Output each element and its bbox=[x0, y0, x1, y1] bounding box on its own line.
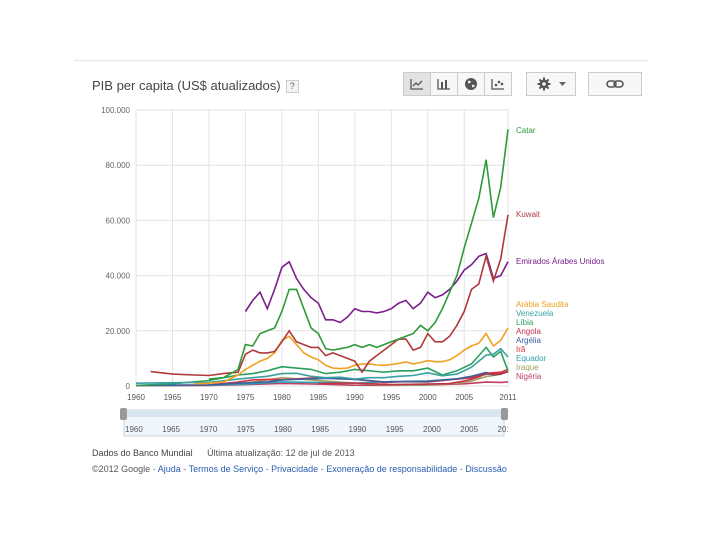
timeline-tick-label: 1970 bbox=[200, 425, 218, 434]
series-label: Irã bbox=[516, 345, 526, 354]
top-divider bbox=[74, 60, 648, 61]
timeline-tick-label: 2000 bbox=[423, 425, 441, 434]
help-link[interactable]: Ajuda bbox=[157, 464, 181, 474]
y-tick-label: 20.000 bbox=[106, 327, 131, 336]
timeline-ticks: 1960 1965 1970 1975 1980 1985 1990 1995 2000 2005… bbox=[125, 425, 508, 434]
series-label: Kuwait bbox=[516, 210, 541, 219]
x-tick-label: 1975 bbox=[237, 393, 255, 402]
settings-button[interactable] bbox=[526, 72, 576, 96]
series-line bbox=[208, 129, 509, 380]
x-tick-label: 2011 bbox=[499, 393, 517, 402]
terms-link[interactable]: Termos de Serviço bbox=[188, 464, 264, 474]
timeline-tick-label: 1990 bbox=[349, 425, 367, 434]
series-label: Equador bbox=[516, 354, 547, 363]
timeline-tick-label: 1980 bbox=[274, 425, 292, 434]
y-tick-label: 100.000 bbox=[101, 106, 130, 115]
timeline-tick-label: 1975 bbox=[237, 425, 255, 434]
series-label: Iraque bbox=[516, 363, 539, 372]
x-tick-label: 1970 bbox=[200, 393, 218, 402]
x-tick-label: 1985 bbox=[309, 393, 327, 402]
plot-area bbox=[135, 109, 509, 387]
map-icon[interactable] bbox=[457, 72, 485, 96]
series-line bbox=[194, 327, 509, 385]
series-label: Angola bbox=[516, 327, 541, 336]
chart-title-area: PIB per capita (US$ atualizados)? bbox=[92, 78, 299, 94]
y-tick-label: 80.000 bbox=[106, 161, 131, 170]
series-line bbox=[135, 346, 509, 387]
x-tick-label: 1980 bbox=[273, 393, 291, 402]
series-line bbox=[150, 214, 509, 377]
range-handle-right[interactable] bbox=[501, 408, 508, 420]
privacy-link[interactable]: Privacidade bbox=[271, 464, 319, 474]
x-tick-label: 1965 bbox=[164, 393, 182, 402]
disclaimer-link[interactable]: Exoneração de responsabilidade bbox=[326, 464, 458, 474]
y-tick-label: 40.000 bbox=[106, 272, 131, 281]
copyright: ©2012 Google bbox=[92, 464, 151, 474]
series-label: Líbia bbox=[516, 318, 534, 327]
range-handle-left[interactable] bbox=[120, 408, 127, 420]
series-label: Nigéria bbox=[516, 372, 542, 381]
time-range-slider[interactable]: 1960 1965 1970 1975 1980 1985 1990 1995 2000 2005… bbox=[120, 408, 508, 438]
last-updated: Última atualização: 12 de jul de 2013 bbox=[207, 448, 355, 458]
chart-grid bbox=[135, 109, 509, 387]
x-tick-label: 1995 bbox=[382, 393, 400, 402]
series-line bbox=[135, 347, 509, 384]
timeline-tick-label: 1965 bbox=[162, 425, 180, 434]
gear-icon bbox=[537, 77, 550, 91]
chevron-down-icon bbox=[558, 81, 566, 86]
link-button[interactable] bbox=[588, 72, 642, 96]
timeline-tick-label: 1995 bbox=[386, 425, 404, 434]
series-label: Argélia bbox=[516, 336, 541, 345]
y-tick-label: 60.000 bbox=[106, 216, 131, 225]
timeline-tick-label: 2005 bbox=[460, 425, 478, 434]
series-label: Emirados Árabes Unidos bbox=[516, 257, 604, 266]
footer-links: ©2012 Google - Ajuda - Termos de Serviço… bbox=[92, 464, 507, 474]
axis-labels: 0 20.000 40.000 60.000 80.000 100.000 1960 1965… bbox=[101, 106, 517, 402]
series-labels: Catar Kuwait Emirados Árabes Unidos Arábia … bbox=[516, 126, 604, 381]
chart-type-toolbar bbox=[403, 72, 512, 96]
help-icon[interactable]: ? bbox=[285, 80, 299, 94]
series-line bbox=[318, 370, 509, 386]
line-chart-icon[interactable] bbox=[403, 72, 431, 96]
timeline-tick-label: 2010 bbox=[498, 425, 508, 434]
series-label: Catar bbox=[516, 126, 536, 135]
chart-title: PIB per capita (US$ atualizados) bbox=[92, 78, 281, 93]
series-line bbox=[135, 370, 509, 387]
series-label: Arábia Saudita bbox=[516, 300, 569, 309]
series-label: Venezuela bbox=[516, 309, 554, 318]
x-tick-label: 1960 bbox=[127, 393, 145, 402]
series-line bbox=[244, 252, 509, 324]
y-tick-label: 0 bbox=[126, 382, 131, 391]
timeline-tick-label: 1985 bbox=[311, 425, 329, 434]
series-layer bbox=[135, 129, 509, 387]
data-source[interactable]: Dados do Banco Mundial bbox=[92, 448, 193, 458]
x-tick-label: 2005 bbox=[455, 393, 473, 402]
x-tick-label: 2000 bbox=[419, 393, 437, 402]
discussion-link[interactable]: Discussão bbox=[465, 464, 507, 474]
scatter-chart-icon[interactable] bbox=[484, 72, 512, 96]
link-icon bbox=[606, 80, 624, 88]
footer-source-line: Dados do Banco Mundial Última atualizaçã… bbox=[92, 448, 355, 458]
timeline-tick-label: 1960 bbox=[125, 425, 143, 434]
bar-chart-icon[interactable] bbox=[430, 72, 458, 96]
x-tick-label: 1990 bbox=[346, 393, 364, 402]
